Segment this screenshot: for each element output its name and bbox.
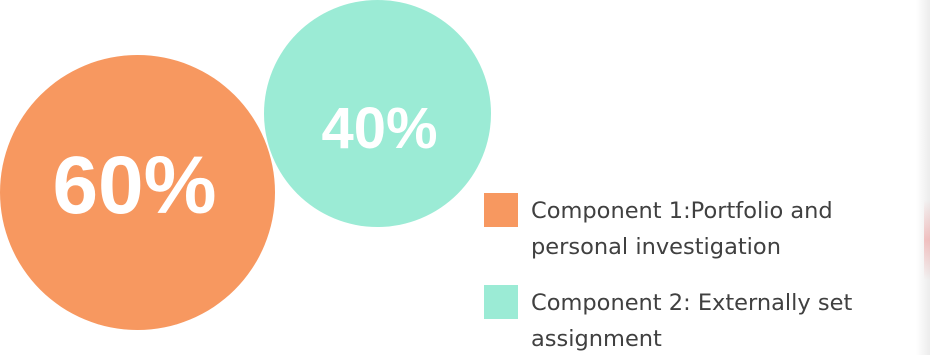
component-1-swatch <box>484 193 518 227</box>
slide-edge-mark <box>924 200 930 280</box>
component-1-legend-label: Component 1:Portfolio and personal inves… <box>531 198 833 260</box>
component-2-bubble: 40% <box>264 0 491 227</box>
component-2-percent: 40% <box>321 96 438 161</box>
component-1-bubble: 60% <box>0 55 275 330</box>
component-2-swatch <box>484 285 518 319</box>
component-1-percent: 60% <box>52 139 217 231</box>
component-2-legend-label: Component 2: Externally set assignment <box>531 290 853 352</box>
slide-edge-shadow <box>916 0 930 355</box>
